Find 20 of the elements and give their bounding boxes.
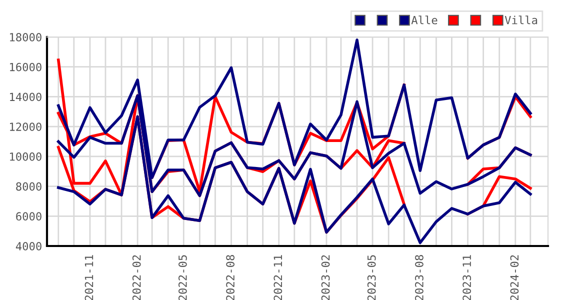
legend-label: Villa	[504, 16, 538, 24]
x-tick-label: 2023-02	[321, 255, 330, 300]
x-tick-label: 2023-05	[367, 255, 376, 300]
y-tick-label: 12000	[10, 122, 42, 131]
x-tick-label: 2023-11	[462, 255, 472, 300]
y-tick-label: 16000	[10, 62, 42, 72]
y-tick-label: 18000	[10, 33, 42, 42]
y-tick-label: 4000	[16, 242, 42, 250]
x-tick-label: 2022-08	[226, 255, 235, 300]
x-tick-label: 2021-11	[84, 255, 94, 300]
y-tick-label: 14000	[10, 92, 42, 102]
x-tick-label: 2022-05	[178, 255, 187, 300]
x-tick-label: 2022-11	[274, 255, 282, 300]
y-tick-label: 8000	[16, 182, 42, 191]
x-tick-label: 2024-02	[510, 255, 519, 300]
legend-label: Alle	[411, 16, 438, 24]
x-tick-label: 2022-02	[132, 255, 141, 300]
y-tick-label: 6000	[16, 212, 42, 221]
x-tick-label: 2023-08	[415, 255, 424, 300]
y-tick-label: 10000	[10, 152, 42, 161]
